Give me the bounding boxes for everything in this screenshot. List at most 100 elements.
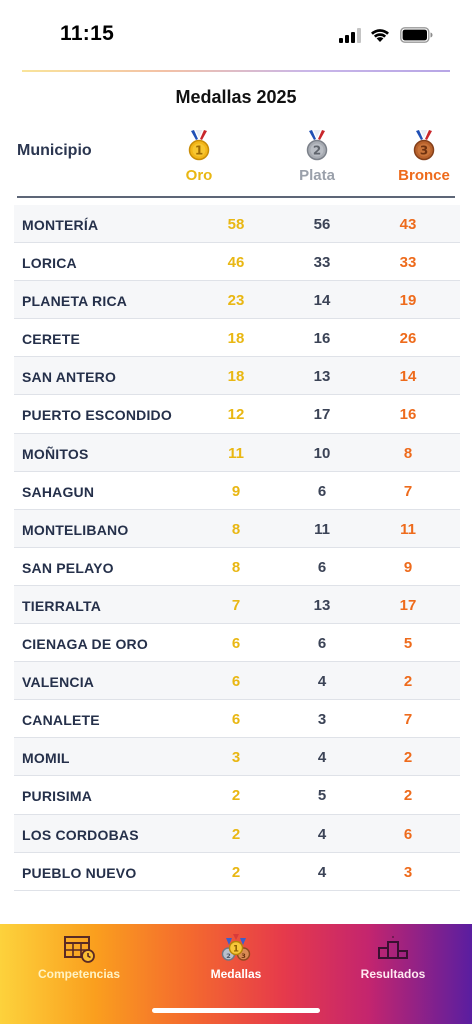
- municipio-name: SAHAGUN: [22, 483, 95, 500]
- tab-resultados[interactable]: Resultados: [323, 934, 463, 981]
- municipio-name: LORICA: [22, 255, 77, 272]
- plata-count: 5: [317, 787, 327, 805]
- table-row[interactable]: PLANETA RICA 23 14 19: [14, 281, 460, 320]
- plata-count: 13: [313, 368, 331, 386]
- svg-text:3: 3: [241, 952, 246, 960]
- bronce-count: 7: [403, 711, 413, 729]
- bronce-count: 11: [400, 520, 416, 538]
- table-row[interactable]: MOÑITOS 11 10 8: [14, 433, 460, 472]
- municipio-name: CANALETE: [22, 712, 100, 729]
- table-row[interactable]: LOS CORDOBAS 2 4 6: [14, 814, 460, 853]
- table-row[interactable]: MOMIL 3 4 2: [14, 738, 460, 777]
- column-header-oro: 1 Oro: [154, 130, 244, 184]
- plata-count: 16: [313, 330, 331, 348]
- oro-count: 2: [231, 825, 241, 843]
- bronce-count: 17: [399, 596, 417, 614]
- oro-count: 12: [227, 406, 245, 424]
- table-row[interactable]: PUEBLO NUEVO 2 4 3: [14, 853, 460, 891]
- svg-text:2: 2: [226, 952, 231, 960]
- plata-count: 4: [317, 749, 327, 767]
- bronce-count: 26: [399, 330, 417, 348]
- bronce-count: 16: [399, 406, 417, 424]
- oro-label: Oro: [185, 167, 213, 184]
- table-row[interactable]: CIENAGA DE ORO 6 6 5: [14, 624, 460, 663]
- table-row[interactable]: CERETE 18 16 26: [14, 319, 460, 358]
- oro-count: 3: [231, 749, 241, 767]
- bronce-count: 8: [403, 444, 413, 462]
- tab-medallas[interactable]: 1 2 3 Medallas: [166, 934, 306, 981]
- svg-text:1: 1: [233, 945, 239, 955]
- home-indicator[interactable]: [152, 1008, 320, 1013]
- table-row[interactable]: MONTERÍA 58 56 43: [14, 205, 460, 244]
- plata-count: 4: [317, 863, 327, 881]
- header-divider: [22, 70, 450, 72]
- plata-count: 3: [317, 711, 327, 729]
- bronce-label: Bronce: [398, 167, 450, 184]
- plata-count: 6: [317, 558, 327, 576]
- tab-competencias-label: Competencias: [37, 967, 121, 981]
- table-row[interactable]: VALENCIA 6 4 2: [14, 662, 460, 701]
- bronce-count: 6: [403, 825, 413, 843]
- oro-count: 2: [231, 787, 241, 805]
- municipio-name: PUEBLO NUEVO: [22, 864, 137, 881]
- gold-medal-icon: 1: [188, 130, 210, 161]
- bronce-count: 5: [403, 635, 413, 653]
- plata-label: Plata: [299, 167, 335, 184]
- oro-count: 7: [231, 596, 241, 614]
- svg-text:2: 2: [313, 144, 321, 158]
- table-row[interactable]: MONTELIBANO 8 11 11: [14, 509, 460, 548]
- status-time: 11:15: [60, 22, 115, 45]
- municipio-name: CERETE: [22, 331, 80, 348]
- bronce-count: 3: [403, 863, 413, 881]
- oro-count: 2: [231, 863, 241, 881]
- page-title: Medallas 2025: [175, 87, 297, 107]
- bronce-count: 14: [399, 368, 417, 386]
- cellular-signal-icon: [339, 28, 363, 43]
- table-row[interactable]: CANALETE 6 3 7: [14, 700, 460, 739]
- plata-count: 14: [313, 292, 331, 310]
- table-row[interactable]: PUERTO ESCONDIDO 12 17 16: [14, 395, 460, 434]
- municipio-name: PURISIMA: [22, 788, 93, 805]
- tab-competencias[interactable]: Competencias: [9, 934, 149, 981]
- municipio-name: PLANETA RICA: [22, 293, 128, 310]
- bronce-count: 33: [399, 254, 417, 272]
- column-header-plata: 2 Plata: [272, 130, 362, 184]
- medal-table: MONTERÍA 58 56 43 LORICA 46 33 33 PLANETA RICA 23…: [14, 205, 460, 891]
- table-row[interactable]: LORICA 46 33 33: [14, 243, 460, 282]
- plata-count: 13: [313, 596, 331, 614]
- table-row[interactable]: SAHAGUN 9 6 7: [14, 472, 460, 510]
- municipio-name: MOÑITOS: [22, 445, 89, 462]
- plata-count: 10: [313, 444, 331, 462]
- tab-resultados-label: Resultados: [360, 967, 426, 981]
- municipio-name: CIENAGA DE ORO: [22, 636, 148, 653]
- oro-count: 46: [227, 254, 245, 272]
- municipio-name: TIERRALTA: [22, 597, 102, 614]
- plata-count: 6: [317, 635, 327, 653]
- oro-count: 6: [231, 673, 241, 691]
- battery-icon: [400, 27, 433, 43]
- bronce-count: 2: [403, 787, 413, 805]
- status-bar: 11:15: [0, 0, 472, 64]
- table-row[interactable]: SAN ANTERO 18 13 14: [14, 357, 460, 396]
- bronce-count: 2: [403, 749, 413, 767]
- oro-count: 8: [231, 558, 241, 576]
- table-row[interactable]: PURISIMA 2 5 2: [14, 776, 460, 815]
- plata-count: 56: [313, 216, 331, 233]
- plata-count: 33: [313, 254, 331, 272]
- table-row[interactable]: SAN PELAYO 8 6 9: [14, 548, 460, 586]
- oro-count: 8: [231, 520, 241, 538]
- plata-count: 4: [317, 673, 327, 691]
- bronce-count: 7: [403, 482, 413, 500]
- oro-count: 6: [231, 711, 241, 729]
- municipio-name: MONTELIBANO: [22, 521, 129, 538]
- municipio-name: PUERTO ESCONDIDO: [22, 407, 172, 424]
- bronce-count: 2: [403, 673, 413, 691]
- bronze-medal-icon: 3: [413, 130, 435, 161]
- table-header-divider: [17, 196, 455, 198]
- column-header-municipio: Municipio: [17, 142, 92, 159]
- oro-count: 9: [231, 482, 241, 500]
- bronce-count: 19: [399, 292, 417, 310]
- column-header-bronce: 3 Bronce: [379, 130, 469, 184]
- table-row[interactable]: TIERRALTA 7 13 17: [14, 585, 460, 625]
- municipio-name: SAN ANTERO: [22, 369, 117, 386]
